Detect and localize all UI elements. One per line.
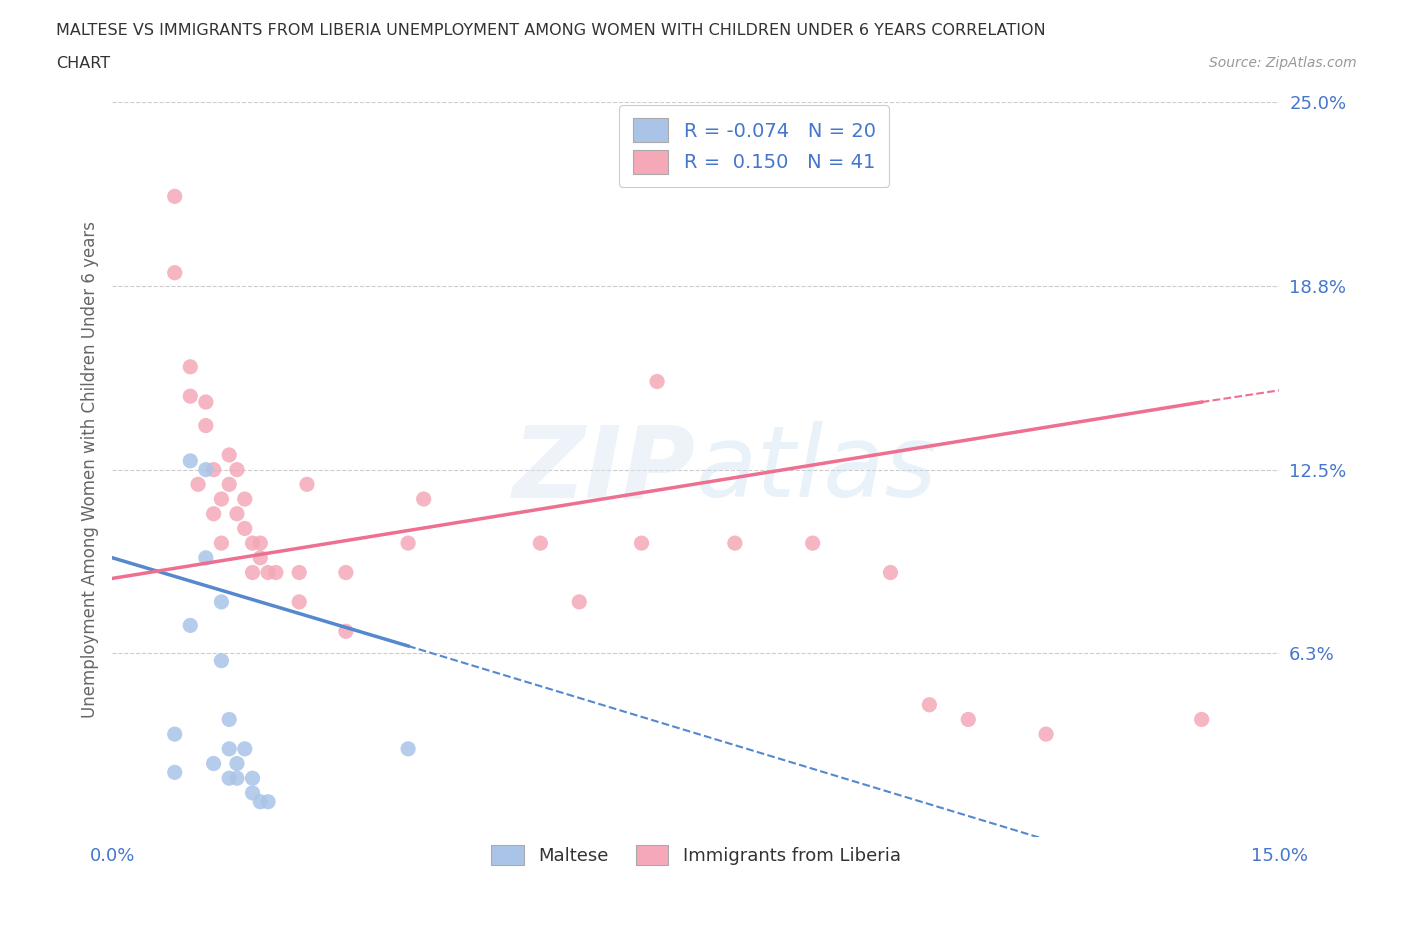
- Point: [179, 454, 201, 469]
- Point: [233, 741, 256, 756]
- Point: [163, 189, 186, 204]
- Text: Source: ZipAtlas.com: Source: ZipAtlas.com: [1209, 56, 1357, 70]
- Point: [1035, 726, 1057, 741]
- Point: [209, 492, 232, 507]
- Point: [187, 477, 209, 492]
- Point: [335, 565, 357, 580]
- Point: [194, 394, 217, 409]
- Point: [645, 374, 668, 389]
- Point: [264, 565, 287, 580]
- Text: CHART: CHART: [56, 56, 110, 71]
- Point: [396, 741, 419, 756]
- Point: [218, 771, 240, 786]
- Point: [226, 462, 249, 477]
- Point: [233, 492, 256, 507]
- Text: atlas: atlas: [696, 421, 938, 518]
- Point: [179, 618, 201, 632]
- Point: [412, 492, 434, 507]
- Legend: Maltese, Immigrants from Liberia: Maltese, Immigrants from Liberia: [484, 838, 908, 872]
- Point: [242, 786, 264, 801]
- Point: [568, 594, 591, 609]
- Point: [242, 771, 264, 786]
- Point: [202, 462, 225, 477]
- Point: [918, 698, 941, 712]
- Point: [957, 712, 980, 727]
- Point: [194, 551, 217, 565]
- Point: [202, 506, 225, 521]
- Point: [295, 477, 318, 492]
- Point: [202, 756, 225, 771]
- Point: [529, 536, 551, 551]
- Point: [288, 565, 311, 580]
- Point: [242, 565, 264, 580]
- Point: [257, 794, 280, 809]
- Point: [218, 447, 240, 462]
- Point: [226, 506, 249, 521]
- Point: [209, 653, 232, 668]
- Point: [226, 771, 249, 786]
- Point: [163, 265, 186, 280]
- Point: [630, 536, 652, 551]
- Point: [879, 565, 901, 580]
- Point: [335, 624, 357, 639]
- Point: [209, 536, 232, 551]
- Point: [1191, 712, 1213, 727]
- Point: [801, 536, 824, 551]
- Point: [226, 756, 249, 771]
- Point: [163, 726, 186, 741]
- Point: [218, 712, 240, 727]
- Point: [288, 594, 311, 609]
- Point: [724, 536, 747, 551]
- Point: [249, 551, 271, 565]
- Point: [249, 536, 271, 551]
- Text: MALTESE VS IMMIGRANTS FROM LIBERIA UNEMPLOYMENT AMONG WOMEN WITH CHILDREN UNDER : MALTESE VS IMMIGRANTS FROM LIBERIA UNEMP…: [56, 23, 1046, 38]
- Point: [179, 359, 201, 374]
- Point: [233, 521, 256, 536]
- Point: [209, 594, 232, 609]
- Point: [194, 462, 217, 477]
- Y-axis label: Unemployment Among Women with Children Under 6 years: Unemployment Among Women with Children U…: [80, 221, 98, 718]
- Point: [163, 764, 186, 779]
- Point: [179, 389, 201, 404]
- Point: [249, 794, 271, 809]
- Text: ZIP: ZIP: [513, 421, 696, 518]
- Point: [218, 477, 240, 492]
- Point: [218, 741, 240, 756]
- Point: [194, 418, 217, 433]
- Point: [242, 536, 264, 551]
- Point: [396, 536, 419, 551]
- Point: [257, 565, 280, 580]
